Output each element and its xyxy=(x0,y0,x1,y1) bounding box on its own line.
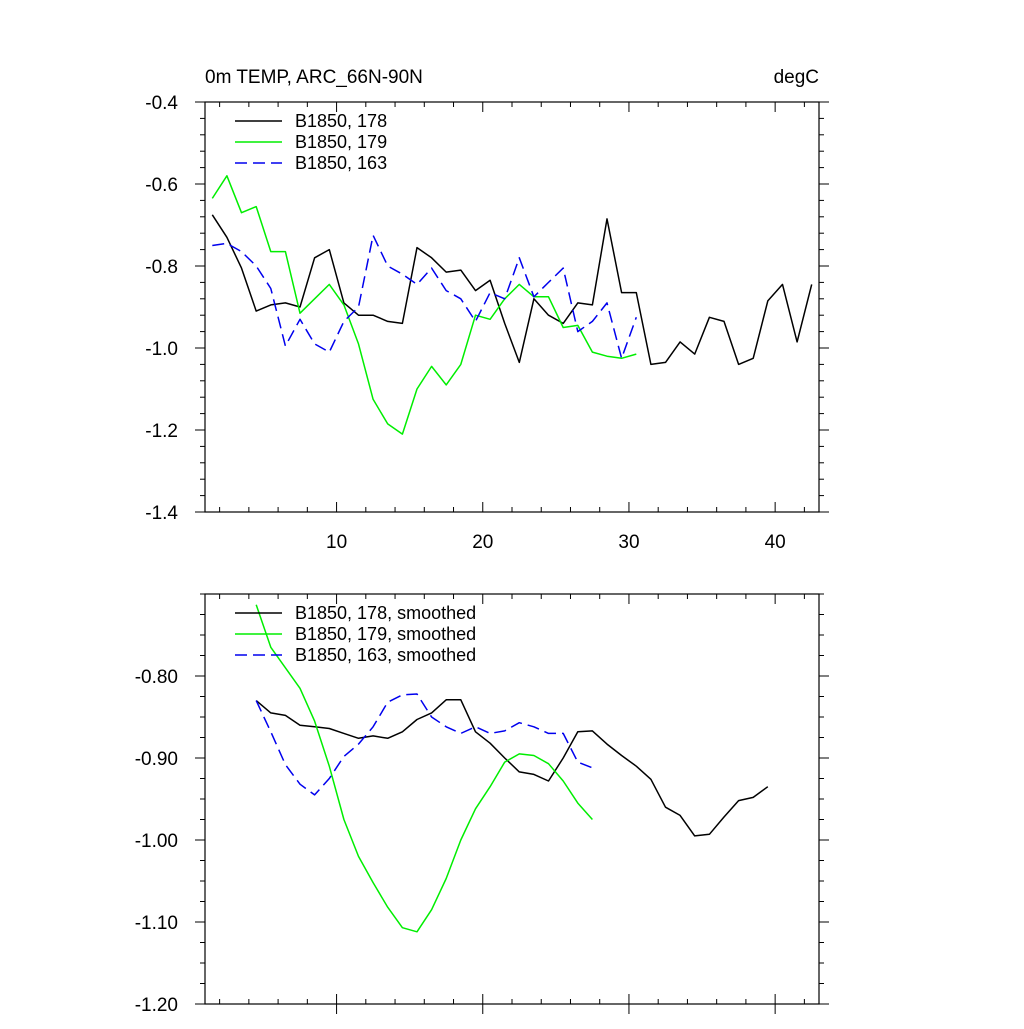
y-tick-label: -1.2 xyxy=(145,421,178,442)
x-tick-label: 30 xyxy=(618,532,639,553)
series-line-0 xyxy=(211,214,813,366)
series-line-0 xyxy=(255,699,769,837)
series-line-1 xyxy=(255,604,593,933)
series-line-2 xyxy=(255,693,593,796)
y-tick-label: -0.90 xyxy=(135,749,178,770)
y-tick-label: -1.4 xyxy=(145,503,178,524)
bottom-ticks: -1.20 -1.10 -1.00 -0.90 -0.80 xyxy=(135,593,829,1016)
series-line-2 xyxy=(212,234,638,360)
top-panel: 0m TEMP, ARC_66N-90N degC 10 20 30 40 -1.4 -1… xyxy=(145,67,829,553)
bottom-panel: -1.20 -1.10 -1.00 -0.90 -0.80 B1850, 178, sm… xyxy=(135,593,829,1016)
legend-label-0: B1850, 178, smoothed xyxy=(295,603,476,623)
y-tick-label: -0.8 xyxy=(145,257,178,278)
legend-label-2: B1850, 163 xyxy=(295,153,387,173)
top-series xyxy=(211,175,813,435)
x-tick-label: 20 xyxy=(472,532,493,553)
legend-label-1: B1850, 179 xyxy=(295,132,387,152)
top-chart-title: 0m TEMP, ARC_66N-90N xyxy=(205,67,423,88)
top-chart-units: degC xyxy=(774,67,819,88)
y-tick-label: -0.4 xyxy=(145,93,178,114)
y-tick-label: -0.6 xyxy=(145,175,178,196)
legend-label-2: B1850, 163, smoothed xyxy=(295,645,476,665)
x-tick-label: 40 xyxy=(765,532,786,553)
y-tick-label: -0.80 xyxy=(135,667,178,688)
y-tick-label: -1.0 xyxy=(145,339,178,360)
series-line-1 xyxy=(211,175,637,435)
legend-label-0: B1850, 178 xyxy=(295,111,387,131)
legend-label-1: B1850, 179, smoothed xyxy=(295,624,476,644)
y-tick-label: -1.20 xyxy=(135,995,178,1016)
top-ticks: 10 20 30 40 -1.4 -1.2 -1.0 -0.8 -0.6 -0.4 xyxy=(145,93,829,553)
y-tick-label: -1.10 xyxy=(135,913,178,934)
bottom-series xyxy=(255,604,769,933)
x-tick-label: 10 xyxy=(326,532,347,553)
y-tick-label: -1.00 xyxy=(135,831,178,852)
